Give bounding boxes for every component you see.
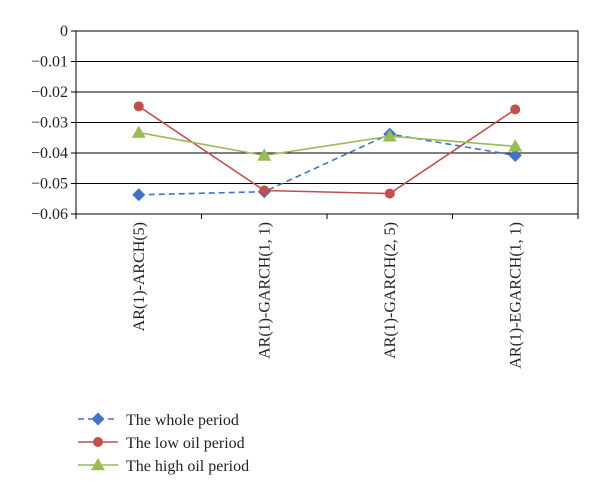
legend-marker	[93, 437, 103, 447]
legend-entry: The low oil period	[78, 435, 245, 452]
x-tick-label: AR(1)-GARCH(1, 1)	[256, 222, 273, 359]
series-diamond	[132, 127, 522, 202]
data-point	[259, 185, 270, 196]
data-point	[133, 101, 144, 112]
y-tick-label: −0.05	[31, 176, 68, 193]
legend-entry: The whole period	[78, 412, 239, 429]
data-point	[384, 188, 395, 199]
x-tick-label: AR(1)-ARCH(5)	[131, 222, 148, 331]
legend: The whole period The low oil period The hi…	[78, 412, 249, 475]
series-line	[138, 131, 516, 157]
legend-label: The low oil period	[126, 435, 245, 452]
series-circle	[133, 101, 521, 199]
data-point	[508, 148, 522, 162]
y-tick-label: −0.04	[31, 145, 68, 162]
y-tick-label: 0	[60, 23, 68, 40]
data-point	[257, 148, 272, 161]
series-triangle	[131, 125, 523, 161]
series-line	[138, 133, 516, 196]
data-point	[382, 129, 397, 142]
y-tick-label: −0.03	[31, 115, 68, 132]
y-tick-label: −0.01	[31, 54, 68, 71]
y-axis-ticks: 0 −0.01 −0.02 −0.03 −0.04 −0.05 −0.06	[31, 23, 76, 223]
data-point	[508, 139, 523, 152]
y-tick-label: −0.06	[31, 206, 68, 223]
data-point	[131, 125, 146, 138]
data-point	[132, 188, 146, 202]
x-axis-ticks: AR(1)-ARCH(5) AR(1)-GARCH(1, 1) AR(1)-GARC…	[75, 214, 579, 369]
legend-marker	[91, 458, 105, 471]
gridlines	[76, 30, 578, 215]
legend-marker	[91, 412, 105, 426]
data-point	[510, 104, 521, 115]
legend-entry: The high oil period	[78, 458, 249, 475]
x-tick-label: AR(1)-EGARCH(1, 1)	[507, 222, 524, 369]
legend-label: The high oil period	[126, 458, 249, 475]
series-line	[138, 105, 516, 195]
x-tick-label: AR(1)-GARCH(2, 5)	[382, 222, 399, 359]
y-tick-label: −0.02	[31, 84, 68, 101]
legend-label: The whole period	[126, 412, 239, 429]
series-group	[131, 101, 523, 202]
